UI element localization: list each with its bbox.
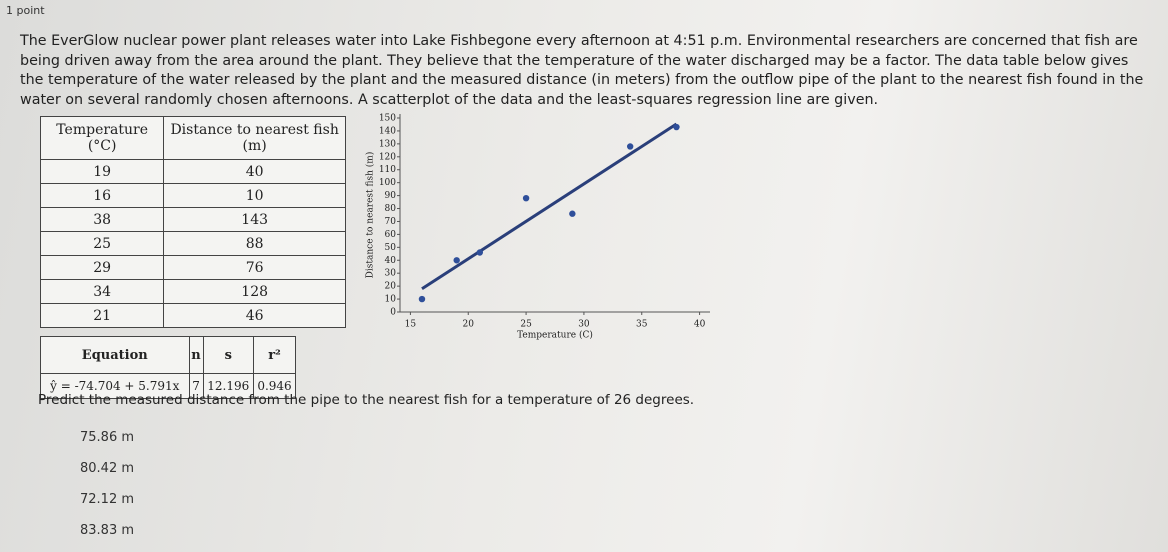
table-cell: 0.946 xyxy=(253,373,296,399)
table-cell: 76 xyxy=(163,255,346,280)
points: 1 point xyxy=(6,4,45,17)
y-tick-label: 40 xyxy=(385,256,397,266)
table-cell: 88 xyxy=(163,231,346,256)
y-tick-label: 100 xyxy=(379,178,396,188)
y-tick-label: 90 xyxy=(385,191,397,201)
answer-option[interactable]: 83.83 m xyxy=(80,523,135,538)
answer-option[interactable]: 75.86 m xyxy=(80,430,135,445)
table-row: 38 143 xyxy=(39,207,346,232)
table-row: 29 76 xyxy=(39,255,346,280)
data-point xyxy=(626,143,634,150)
data-point xyxy=(476,249,484,256)
table-cell: 25 xyxy=(39,231,165,256)
data-point xyxy=(569,210,576,217)
y-tick-label: 70 xyxy=(385,217,397,227)
table-cell: ŷ = -74.704 + 5.791x xyxy=(40,373,190,399)
data-point xyxy=(418,295,426,303)
data-point xyxy=(453,257,460,264)
y-tick-label: 110 xyxy=(379,165,396,175)
table-cell: 10 xyxy=(163,183,346,208)
x-tick-label: 20 xyxy=(463,320,475,330)
data-table: Temperature (°C) Distance to nearest fish… xyxy=(39,116,346,328)
y-tick-label: 130 xyxy=(379,139,396,149)
chart: 0 10 20 30 40 50 60 70 80 90 100 110 120 130 140 150 15 2… xyxy=(365,114,710,341)
table-cell: 19 xyxy=(39,159,165,184)
x-tick-label: 25 xyxy=(520,320,532,330)
header-cell: n xyxy=(188,336,204,374)
y-tick-label: 80 xyxy=(385,204,397,214)
x-tick-label: 40 xyxy=(694,320,706,330)
table-cell: 7 xyxy=(188,373,204,399)
y-tick-label: 120 xyxy=(379,152,396,162)
regression-table: Equation n s r² ŷ = -74.704 + 5.791x 7 12.196 0… xyxy=(40,336,296,399)
y-tick-label: 50 xyxy=(385,243,397,253)
header-cell: Temperature (°C) xyxy=(39,116,165,160)
answer-option[interactable]: 72.12 m xyxy=(80,492,135,507)
table-row: 25 88 xyxy=(39,231,346,256)
header-cell: Distance to nearest fish (m) xyxy=(163,116,346,160)
table-cell: 38 xyxy=(39,207,165,232)
x-tick-label: 15 xyxy=(405,320,417,330)
y-tick-label: 150 xyxy=(379,114,396,124)
answer-option[interactable]: 80.42 m xyxy=(80,461,135,476)
x-tick-label: 30 xyxy=(578,320,590,330)
data-point xyxy=(673,123,680,131)
x-axis-label: Temperature (C) xyxy=(517,330,593,341)
header-cell: r² xyxy=(253,336,296,374)
table-cell: 12.196 xyxy=(202,373,255,399)
prompt: Predict the measured distance from the p… xyxy=(38,392,695,408)
y-tick-label: 140 xyxy=(379,126,396,136)
data-point xyxy=(522,194,530,202)
y-tick-label: 60 xyxy=(385,230,397,240)
x-tick-label: 35 xyxy=(636,320,648,330)
table-cell: 29 xyxy=(39,255,165,280)
table-cell: 21 xyxy=(39,303,165,328)
header-cell: Equation xyxy=(40,336,190,374)
y-tick-label: 10 xyxy=(385,295,397,305)
y-tick-label: 30 xyxy=(385,269,397,279)
regression-line xyxy=(421,122,678,291)
table-cell: 46 xyxy=(163,303,346,328)
y-tick-label: 0 xyxy=(390,308,396,318)
table-row: 21 46 xyxy=(39,303,346,328)
table-row: 16 10 xyxy=(39,183,346,208)
y-axis-label: Distance to nearest fish (m) xyxy=(365,152,376,279)
y-tick-label: 20 xyxy=(385,282,397,292)
question: The EverGlow nuclear power plant release… xyxy=(20,33,1144,108)
header-cell: s xyxy=(202,336,255,374)
